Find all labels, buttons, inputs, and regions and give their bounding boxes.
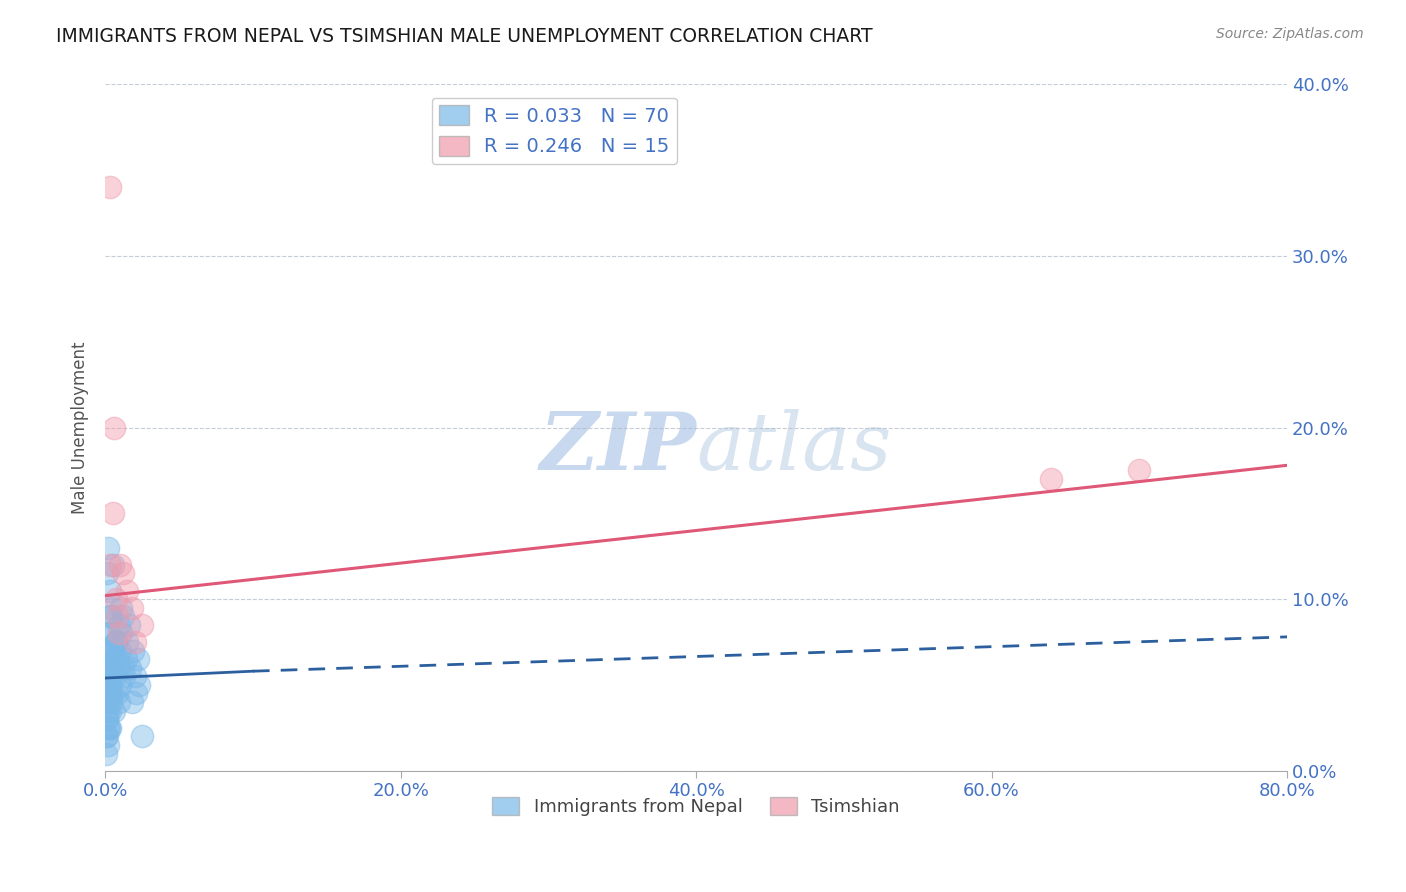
Point: [104, 635, 127, 649]
Point: [97, 721, 120, 735]
Point: [103, 420, 125, 434]
Point: [111, 661, 134, 675]
Point: [125, 686, 148, 700]
Point: [96, 661, 118, 675]
Point: [110, 626, 132, 640]
Point: [97, 704, 120, 718]
Point: [96, 695, 118, 709]
Point: [120, 661, 142, 675]
Point: [98, 704, 121, 718]
Point: [96, 712, 118, 726]
Point: [98, 626, 121, 640]
Point: [107, 695, 129, 709]
Point: [101, 507, 124, 521]
Point: [1039, 472, 1062, 486]
Point: [101, 669, 124, 683]
Point: [128, 678, 150, 692]
Point: [121, 600, 143, 615]
Point: [103, 704, 125, 718]
Point: [107, 618, 129, 632]
Point: [97, 738, 120, 752]
Point: [121, 695, 143, 709]
Point: [107, 661, 129, 675]
Point: [100, 669, 122, 683]
Legend: Immigrants from Nepal, Tsimshian: Immigrants from Nepal, Tsimshian: [485, 789, 907, 823]
Point: [101, 643, 124, 657]
Point: [101, 686, 124, 700]
Point: [96, 695, 118, 709]
Point: [96, 566, 118, 581]
Point: [98, 558, 121, 572]
Point: [117, 583, 139, 598]
Point: [131, 618, 153, 632]
Point: [100, 686, 122, 700]
Text: ZIP: ZIP: [540, 409, 696, 487]
Point: [97, 686, 120, 700]
Point: [127, 652, 149, 666]
Point: [101, 652, 124, 666]
Point: [115, 652, 138, 666]
Point: [98, 609, 121, 624]
Point: [105, 652, 128, 666]
Point: [124, 669, 146, 683]
Point: [96, 712, 118, 726]
Point: [97, 541, 120, 555]
Point: [96, 730, 118, 744]
Point: [97, 652, 120, 666]
Point: [124, 635, 146, 649]
Y-axis label: Male Unemployment: Male Unemployment: [72, 342, 89, 514]
Point: [111, 566, 134, 581]
Point: [100, 609, 122, 624]
Point: [96, 643, 118, 657]
Point: [98, 686, 121, 700]
Point: [104, 592, 127, 607]
Point: [97, 643, 120, 657]
Point: [101, 558, 124, 572]
Point: [104, 669, 127, 683]
Point: [111, 609, 134, 624]
Point: [103, 652, 125, 666]
Point: [105, 609, 128, 624]
Point: [94, 730, 117, 744]
Text: Source: ZipAtlas.com: Source: ZipAtlas.com: [1216, 27, 1364, 41]
Point: [100, 661, 122, 675]
Point: [94, 678, 117, 692]
Point: [96, 669, 118, 683]
Point: [97, 626, 120, 640]
Point: [110, 600, 132, 615]
Point: [98, 583, 121, 598]
Point: [98, 180, 121, 194]
Point: [100, 600, 122, 615]
Point: [104, 635, 127, 649]
Point: [117, 635, 139, 649]
Text: IMMIGRANTS FROM NEPAL VS TSIMSHIAN MALE UNEMPLOYMENT CORRELATION CHART: IMMIGRANTS FROM NEPAL VS TSIMSHIAN MALE …: [56, 27, 873, 45]
Point: [108, 643, 131, 657]
Point: [94, 661, 117, 675]
Point: [107, 626, 129, 640]
Point: [105, 686, 128, 700]
Point: [1128, 463, 1150, 477]
Point: [103, 652, 125, 666]
Point: [108, 678, 131, 692]
Point: [100, 695, 122, 709]
Point: [98, 678, 121, 692]
Point: [98, 721, 121, 735]
Point: [104, 635, 127, 649]
Point: [122, 643, 145, 657]
Point: [97, 721, 120, 735]
Text: atlas: atlas: [696, 409, 891, 487]
Point: [108, 558, 131, 572]
Point: [112, 669, 135, 683]
Point: [94, 747, 117, 761]
Point: [131, 730, 153, 744]
Point: [118, 618, 141, 632]
